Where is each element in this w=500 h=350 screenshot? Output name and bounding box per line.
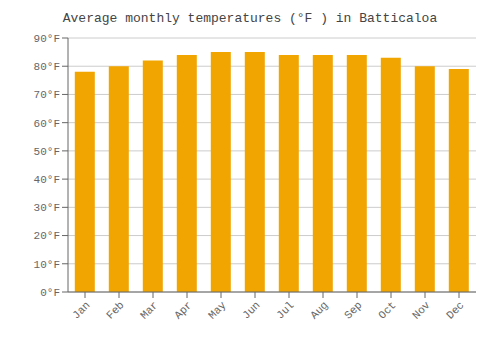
svg-text:Oct: Oct xyxy=(376,299,398,321)
html-text:Average monthly temperatures (: Average monthly temperatures (°F ) in Ba… xyxy=(62,11,438,26)
svg-text:Jul: Jul xyxy=(274,299,296,321)
svg-text:50°F: 50°F xyxy=(34,146,60,158)
svg-text:Aug: Aug xyxy=(308,299,330,321)
svg-text:0°F: 0°F xyxy=(40,287,60,299)
svg-text:Apr: Apr xyxy=(172,299,194,321)
svg-text:May: May xyxy=(206,299,229,322)
svg-text:20°F: 20°F xyxy=(34,230,60,242)
svg-text:60°F: 60°F xyxy=(34,118,60,130)
svg-text:Mar: Mar xyxy=(138,299,160,321)
svg-text:Nov: Nov xyxy=(410,299,433,322)
svg-text:Dec: Dec xyxy=(444,299,466,321)
svg-text:30°F: 30°F xyxy=(34,202,60,214)
svg-text:90°F: 90°F xyxy=(34,33,60,45)
svg-text:Jun: Jun xyxy=(240,299,262,321)
svg-text:Feb: Feb xyxy=(104,299,126,321)
svg-text:80°F: 80°F xyxy=(34,61,60,73)
svg-text:Sep: Sep xyxy=(342,299,364,321)
svg-text:40°F: 40°F xyxy=(34,174,60,186)
svg-text:10°F: 10°F xyxy=(34,259,60,271)
svg-text:Jan: Jan xyxy=(70,299,92,321)
svg-text:70°F: 70°F xyxy=(34,89,60,101)
